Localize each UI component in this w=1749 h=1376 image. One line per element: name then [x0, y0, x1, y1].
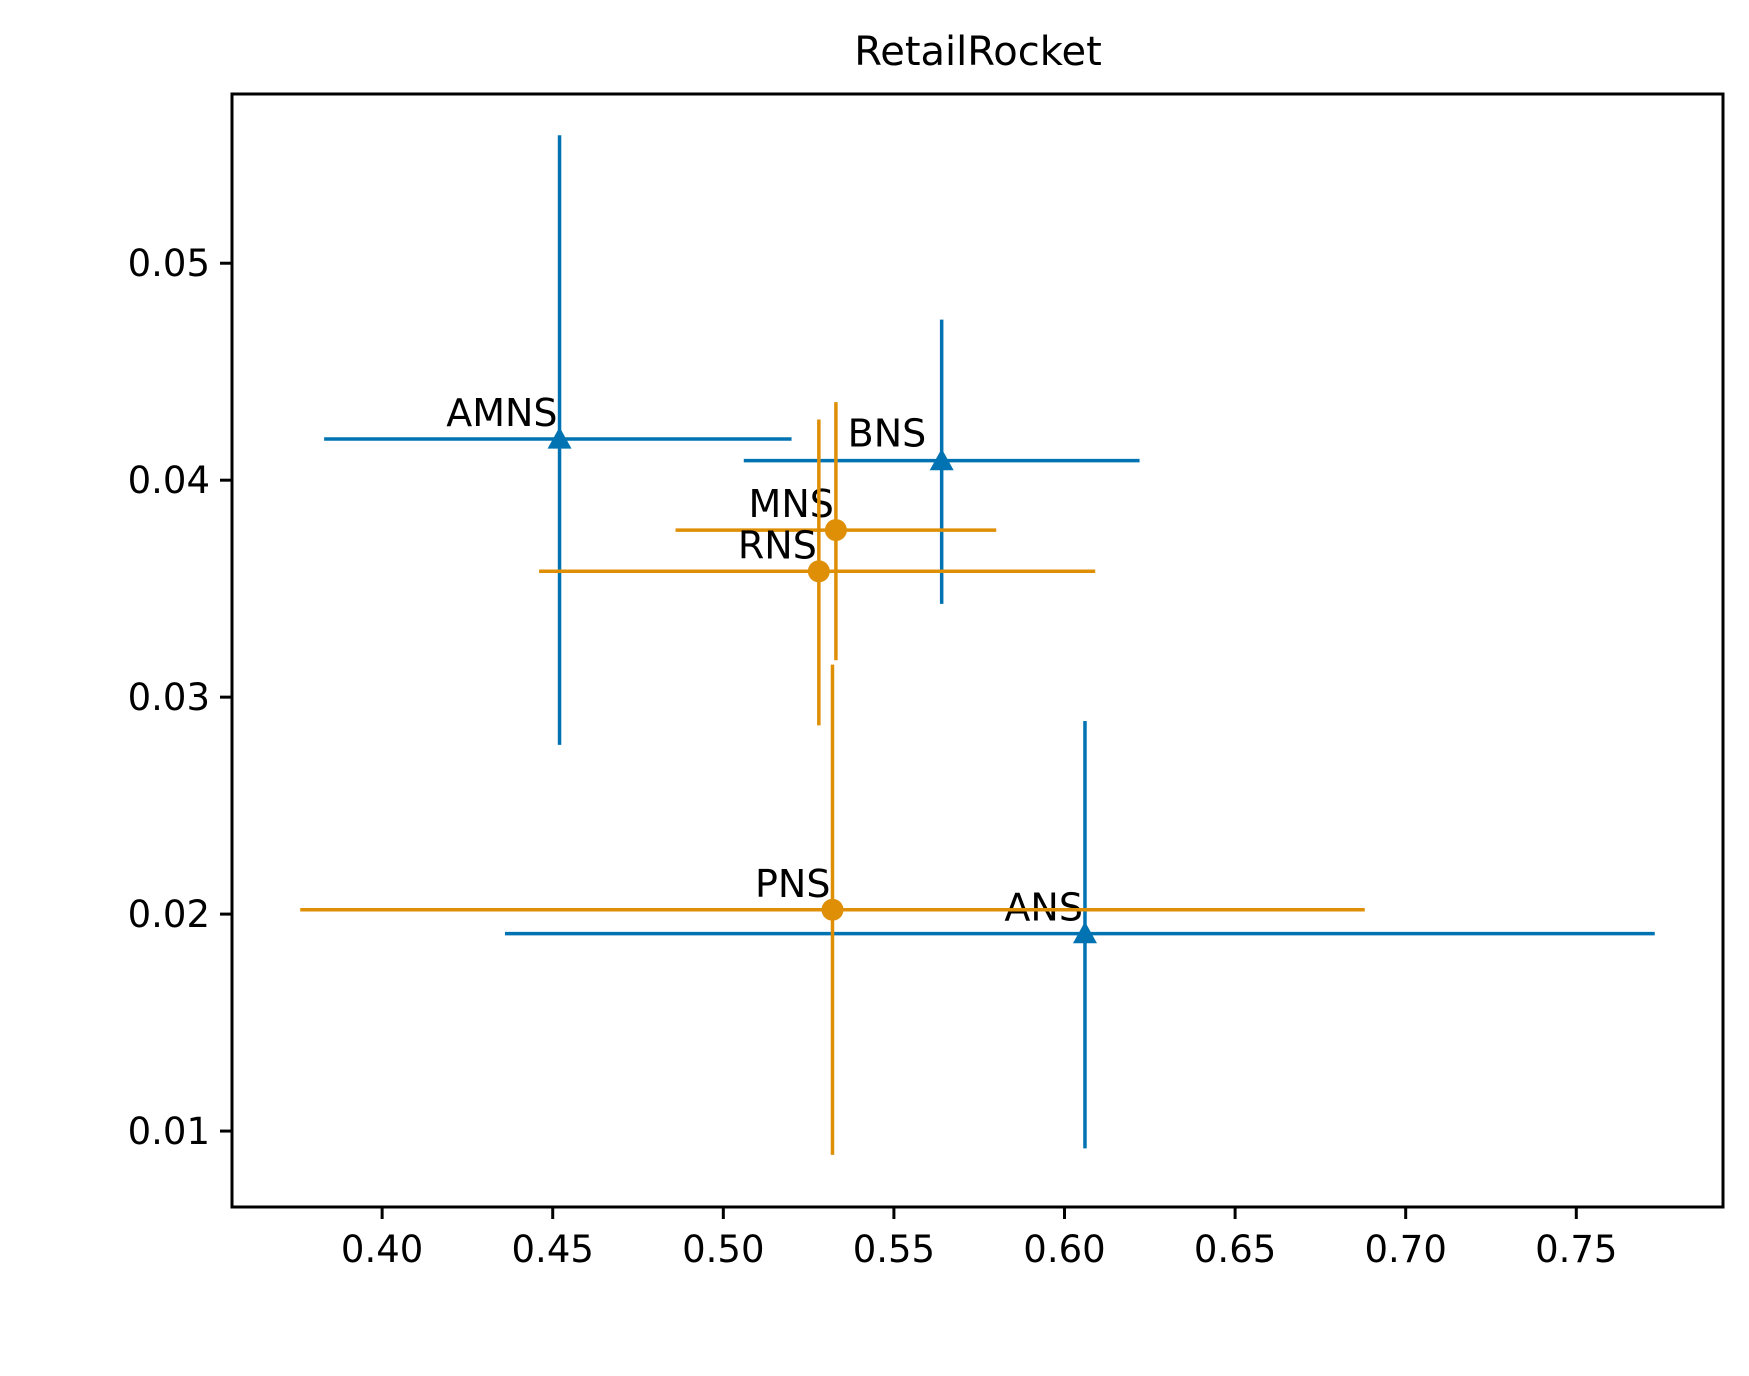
point-label: RNS	[738, 523, 817, 567]
y-tick-label: 0.02	[128, 893, 210, 936]
data-point-circle	[821, 898, 844, 921]
x-tick-label: 0.60	[1023, 1228, 1105, 1271]
series-triangle: AMNS BNS ANS	[324, 135, 1655, 1149]
y-tick-label: 0.01	[128, 1110, 210, 1153]
y-tick-label: 0.05	[128, 242, 210, 285]
x-tick-label: 0.70	[1364, 1228, 1446, 1271]
x-tick-label: 0.55	[853, 1228, 935, 1271]
x-tick-label: 0.65	[1194, 1228, 1276, 1271]
x-tick-label: 0.50	[682, 1228, 764, 1271]
point-label: AMNS	[446, 391, 557, 435]
data-point-triangle	[547, 426, 572, 449]
point-label: BNS	[848, 412, 927, 456]
point-label: PNS	[755, 862, 830, 906]
data-point-circle	[824, 519, 847, 542]
y-tick-label: 0.04	[128, 459, 210, 502]
point-label: ANS	[1004, 886, 1083, 930]
chart-title: RetailRocket	[854, 29, 1102, 75]
x-tick-label: 0.40	[341, 1228, 423, 1271]
x-axis: 0.40 0.45 0.50 0.55 0.60 0.65 0.70 0.75	[341, 1207, 1617, 1271]
point-label: MNS	[749, 482, 834, 526]
data-point-triangle	[1072, 921, 1097, 944]
data-point-triangle	[929, 448, 954, 471]
x-tick-label: 0.75	[1535, 1228, 1617, 1271]
x-tick-label: 0.45	[512, 1228, 594, 1271]
y-tick-label: 0.03	[128, 676, 210, 719]
data-point-circle	[807, 560, 830, 583]
y-axis: 0.01 0.02 0.03 0.04 0.05	[128, 242, 232, 1153]
plot-frame	[230, 92, 1725, 1209]
